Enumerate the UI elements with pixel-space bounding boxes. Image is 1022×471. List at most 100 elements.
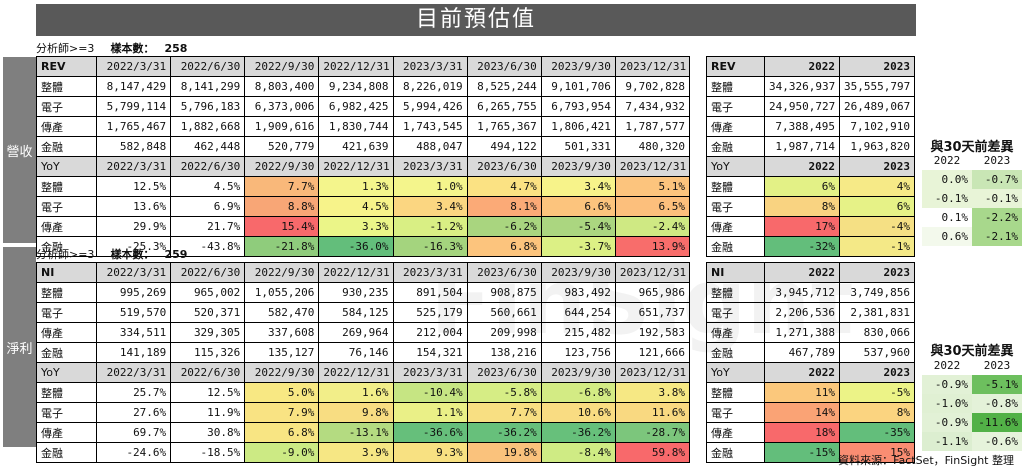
header-label: NI xyxy=(706,262,765,283)
row-label: 電子 xyxy=(706,96,765,117)
table-cell: -3.7% xyxy=(540,236,616,257)
table-cell: 6% xyxy=(839,196,915,217)
table-cell: 501,331 xyxy=(540,136,616,157)
table-cell: -5.4% xyxy=(540,216,616,237)
table-cell: 24,950,727 xyxy=(764,96,840,117)
diff-row: 0.6% -2.1% xyxy=(922,227,1022,246)
table-cell: 337,608 xyxy=(244,322,320,343)
header-period: 2022/12/31 xyxy=(318,156,394,177)
table-cell: 154,321 xyxy=(392,342,468,363)
table-cell: -1% xyxy=(839,236,915,257)
diff-row: 0.0% -0.7% xyxy=(922,170,1022,189)
table-row: 電子 2,206,536 2,381,831 xyxy=(706,302,915,323)
table-cell: 3.4% xyxy=(392,196,468,217)
table-cell: 421,639 xyxy=(318,136,394,157)
header-period: 2022/3/31 xyxy=(96,56,172,77)
table-cell: 29.9% xyxy=(96,216,172,237)
table-cell: 1,806,421 xyxy=(540,116,616,137)
table-cell: 983,492 xyxy=(540,282,616,303)
diff-cell: 0.6% xyxy=(922,227,972,246)
table-cell: 4.7% xyxy=(466,176,542,197)
table-cell: -13.1% xyxy=(318,422,394,443)
table-cell: 1,787,577 xyxy=(614,116,691,137)
table-cell: 7.7% xyxy=(466,402,542,423)
table-cell: 35,555,797 xyxy=(839,76,915,97)
page-title: 目前預估值 xyxy=(36,4,916,36)
table-cell: -16.3% xyxy=(392,236,468,257)
header-period: 2023/9/30 xyxy=(540,362,616,383)
table-cell: 209,998 xyxy=(466,322,542,343)
table-cell: -24.6% xyxy=(96,442,172,463)
table-cell: 11% xyxy=(764,382,840,403)
table-cell: 488,047 xyxy=(392,136,468,157)
row-label: 電子 xyxy=(35,96,98,117)
diff-year: 2023 xyxy=(983,359,1011,372)
table-cell: 965,002 xyxy=(170,282,246,303)
income-level-header-row: NI 2022/3/31 2022/6/30 2022/9/30 2022/12/31 2… xyxy=(35,262,691,283)
table-cell: 1,055,206 xyxy=(244,282,320,303)
header-period: 2023/3/31 xyxy=(392,156,468,177)
diff-row: -1.1% -0.6% xyxy=(922,432,1022,451)
row-label: 整體 xyxy=(706,382,765,403)
table-cell: 494,122 xyxy=(466,136,542,157)
table-row: 整體 12.5% 4.5% 7.7% 1.3% 1.0% 4.7% 3.4% 5.1% xyxy=(35,176,691,197)
header-period: 2023/6/30 xyxy=(466,362,542,383)
diff-header-row: 2022 2023 xyxy=(922,356,1022,375)
income-diff-title: 與30天前差異 xyxy=(930,344,1014,359)
header-period: 2023/3/31 xyxy=(392,362,468,383)
table-cell: 965,986 xyxy=(614,282,691,303)
table-row: 傳產 69.7% 30.8% 6.8% -13.1% -36.6% -36.2% -36.2%… xyxy=(35,422,691,443)
header-label: YoY xyxy=(706,362,765,383)
table-cell: -9.0% xyxy=(244,442,320,463)
table-cell: 11.9% xyxy=(170,402,246,423)
table-cell: -5% xyxy=(839,382,915,403)
table-cell: 8,226,019 xyxy=(392,76,468,97)
diff-cell: -5.1% xyxy=(972,375,1022,394)
sample-size-value: 258 xyxy=(164,42,188,55)
header-period: 2023/12/31 xyxy=(614,362,691,383)
table-cell: 4% xyxy=(839,176,915,197)
table-row: 電子 8% 6% xyxy=(706,196,915,217)
table-cell: 7,434,932 xyxy=(614,96,691,117)
table-cell: 7,388,495 xyxy=(764,116,840,137)
table-cell: -2.4% xyxy=(614,216,691,237)
income-annual-table: NI 2022 2023 整體 3,945,712 3,749,856 電子 2,206,53… xyxy=(706,262,915,463)
row-label: 傳產 xyxy=(706,422,765,443)
table-cell: 2,381,831 xyxy=(839,302,915,323)
row-label: 傳產 xyxy=(706,322,765,343)
table-cell: 6.9% xyxy=(170,196,246,217)
row-label: 金融 xyxy=(35,342,98,363)
table-cell: 995,269 xyxy=(96,282,172,303)
table-cell: 9.3% xyxy=(392,442,468,463)
table-cell: 69.7% xyxy=(96,422,172,443)
table-row: 傳產 18% -35% xyxy=(706,422,915,443)
table-cell: 3,945,712 xyxy=(764,282,840,303)
table-cell: 1,765,467 xyxy=(96,116,172,137)
table-cell: 560,661 xyxy=(466,302,542,323)
header-period: 2023/12/31 xyxy=(614,56,691,77)
table-cell: 7,102,910 xyxy=(839,116,915,137)
table-cell: 14% xyxy=(764,402,840,423)
table-cell: 1,909,616 xyxy=(244,116,320,137)
table-cell: 26,489,067 xyxy=(839,96,915,117)
table-cell: 334,511 xyxy=(96,322,172,343)
row-label: 電子 xyxy=(706,302,765,323)
table-cell: -8.4% xyxy=(540,442,616,463)
table-cell: 6.8% xyxy=(466,236,542,257)
table-cell: 6.8% xyxy=(244,422,320,443)
table-cell: 1.6% xyxy=(318,382,394,403)
row-label: 傳產 xyxy=(35,216,98,237)
table-cell: -15% xyxy=(764,442,840,463)
table-cell: 908,875 xyxy=(466,282,542,303)
table-cell: -28.7% xyxy=(614,422,691,443)
table-row: 傳產 1,765,467 1,882,668 1,909,616 1,830,744 1,… xyxy=(35,116,691,137)
diff-cell: -11.6% xyxy=(972,413,1022,432)
header-period: 2022 xyxy=(764,262,840,283)
row-label: 電子 xyxy=(35,196,98,217)
table-row: 整體 8,147,429 8,141,299 8,803,400 9,234,808 8,… xyxy=(35,76,691,97)
diff-cell: 0.0% xyxy=(922,170,972,189)
revenue-yoy-header-row: YoY 2022/3/31 2022/6/30 2022/9/30 2022/12/31… xyxy=(35,156,691,177)
header-period: 2022/12/31 xyxy=(318,56,394,77)
table-cell: -36.2% xyxy=(466,422,542,443)
table-cell: 930,235 xyxy=(318,282,394,303)
